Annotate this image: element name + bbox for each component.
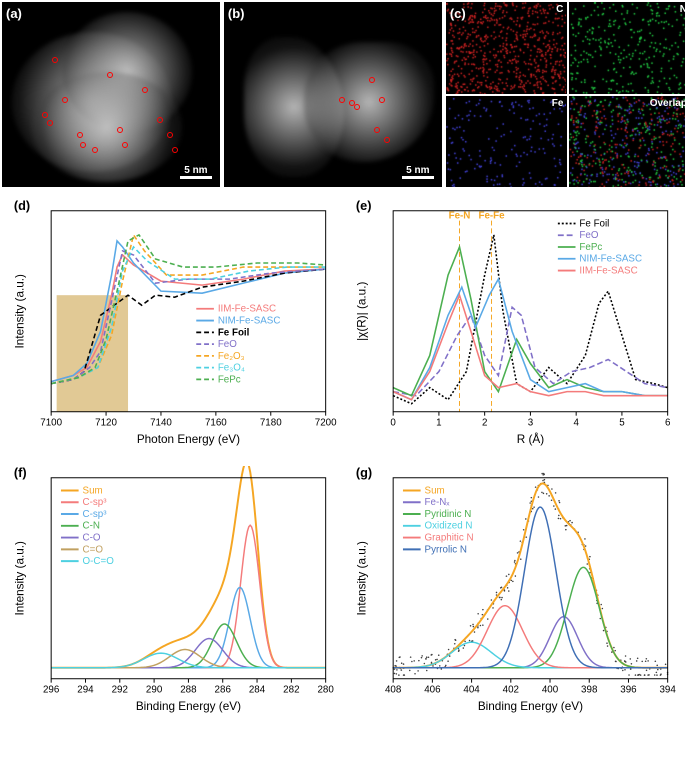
svg-text:Photon Energy (eV): Photon Energy (eV) bbox=[137, 433, 240, 446]
svg-text:0: 0 bbox=[390, 417, 396, 428]
svg-text:292: 292 bbox=[112, 684, 128, 695]
svg-text:Intensity (a.u.): Intensity (a.u.) bbox=[14, 274, 27, 349]
svg-text:FePc: FePc bbox=[218, 374, 241, 385]
svg-text:7160: 7160 bbox=[205, 417, 227, 428]
svg-text:IIM-Fe-SASC: IIM-Fe-SASC bbox=[218, 304, 276, 315]
svg-text:6: 6 bbox=[664, 417, 670, 428]
svg-text:7140: 7140 bbox=[150, 417, 172, 428]
svg-text:Pyridinic N: Pyridinic N bbox=[424, 509, 471, 520]
svg-text:|χ(R)| (a.u.): |χ(R)| (a.u.) bbox=[355, 282, 368, 341]
eds-panel-c: (c) C N Fe Overlap bbox=[446, 2, 685, 187]
svg-text:Intensity (a.u.): Intensity (a.u.) bbox=[14, 541, 27, 616]
sem-panel-b: (b) 5 nm bbox=[224, 2, 442, 187]
svg-text:294: 294 bbox=[77, 684, 94, 695]
svg-text:(d): (d) bbox=[14, 199, 30, 213]
sem-panel-a: (a) 5 nm bbox=[2, 2, 220, 187]
svg-text:FeO: FeO bbox=[579, 230, 598, 241]
svg-text:Fe-Fe: Fe-Fe bbox=[478, 211, 505, 222]
scalebar-b: 5 nm bbox=[402, 165, 434, 179]
svg-text:Graphitic N: Graphitic N bbox=[424, 533, 473, 544]
svg-text:Binding Energy (eV): Binding Energy (eV) bbox=[477, 700, 582, 713]
label-b: (b) bbox=[228, 6, 245, 21]
svg-text:7100: 7100 bbox=[40, 417, 62, 428]
svg-text:Fe-Nₓ: Fe-Nₓ bbox=[424, 497, 450, 508]
svg-text:(f): (f) bbox=[14, 466, 27, 480]
svg-text:NIM-Fe-SASC: NIM-Fe-SASC bbox=[218, 316, 281, 327]
svg-text:Sum: Sum bbox=[83, 485, 103, 496]
eds-grid: C N Fe Overlap bbox=[446, 2, 685, 187]
svg-text:282: 282 bbox=[283, 684, 299, 695]
svg-text:C-sp³: C-sp³ bbox=[83, 509, 108, 520]
svg-text:290: 290 bbox=[146, 684, 163, 695]
svg-text:(g): (g) bbox=[355, 466, 371, 480]
svg-text:296: 296 bbox=[43, 684, 60, 695]
chart-f: 296 294 292 290 288 286 284 282 280 Binding Energ… bbox=[2, 456, 342, 721]
chart-e: Fe-N Fe-Fe 0 1 2 3 4 5 6 R (Å) |χ(R)| (a.u.) (e) Fe … bbox=[344, 189, 684, 454]
eds-overlap: Overlap bbox=[569, 96, 685, 188]
scalebar-a: 5 nm bbox=[180, 165, 212, 179]
svg-text:R (Å): R (Å) bbox=[516, 433, 544, 446]
chart-g: 408 406 404 402 400 398 396 394 Binding Energy (… bbox=[344, 456, 684, 721]
svg-text:286: 286 bbox=[215, 684, 232, 695]
svg-text:284: 284 bbox=[249, 684, 266, 695]
svg-text:408: 408 bbox=[384, 684, 401, 695]
svg-text:Binding Energy (eV): Binding Energy (eV) bbox=[136, 700, 241, 713]
svg-text:(e): (e) bbox=[355, 199, 371, 213]
svg-text:C-sp³: C-sp³ bbox=[83, 497, 108, 508]
svg-text:1: 1 bbox=[436, 417, 441, 428]
svg-text:Fe₂O₃: Fe₂O₃ bbox=[218, 351, 245, 362]
svg-text:4: 4 bbox=[573, 417, 579, 428]
svg-text:C=O: C=O bbox=[83, 544, 104, 555]
svg-text:O-C=O: O-C=O bbox=[83, 556, 115, 567]
svg-text:402: 402 bbox=[502, 684, 518, 695]
row-1: (a) 5 nm (b) 5 nm (c) C N bbox=[2, 2, 683, 187]
svg-text:7180: 7180 bbox=[260, 417, 282, 428]
svg-text:7120: 7120 bbox=[95, 417, 117, 428]
svg-text:Fe Foil: Fe Foil bbox=[218, 327, 250, 338]
svg-text:Intensity (a.u.): Intensity (a.u.) bbox=[355, 541, 368, 616]
label-c: (c) bbox=[450, 6, 466, 21]
scalebar-line bbox=[402, 176, 434, 179]
svg-text:398: 398 bbox=[581, 684, 598, 695]
svg-text:396: 396 bbox=[620, 684, 637, 695]
eds-fe: Fe bbox=[446, 96, 568, 188]
svg-text:FeO: FeO bbox=[218, 339, 237, 350]
svg-text:5: 5 bbox=[619, 417, 625, 428]
svg-text:400: 400 bbox=[541, 684, 558, 695]
svg-text:Fe₃O₄: Fe₃O₄ bbox=[218, 363, 245, 374]
svg-text:C-O: C-O bbox=[83, 533, 101, 544]
svg-text:Sum: Sum bbox=[424, 485, 444, 496]
scalebar-line bbox=[180, 176, 212, 179]
eds-n: N bbox=[569, 2, 685, 94]
figure-container: (a) 5 nm (b) 5 nm (c) C N bbox=[0, 0, 685, 723]
svg-text:C-N: C-N bbox=[83, 521, 100, 532]
svg-text:288: 288 bbox=[180, 684, 197, 695]
svg-text:3: 3 bbox=[527, 417, 533, 428]
label-a: (a) bbox=[6, 6, 22, 21]
svg-text:FePc: FePc bbox=[579, 242, 602, 253]
svg-text:406: 406 bbox=[424, 684, 441, 695]
svg-text:7200: 7200 bbox=[315, 417, 337, 428]
svg-text:Fe Foil: Fe Foil bbox=[579, 218, 609, 229]
svg-text:394: 394 bbox=[659, 684, 676, 695]
svg-text:404: 404 bbox=[463, 684, 480, 695]
svg-text:Fe-N: Fe-N bbox=[448, 211, 470, 222]
svg-text:280: 280 bbox=[317, 684, 334, 695]
svg-text:IIM-Fe-SASC: IIM-Fe-SASC bbox=[579, 266, 637, 277]
chart-d: 7100 7120 7140 7160 7180 7200 Photon Energy (e… bbox=[2, 189, 342, 454]
svg-text:Oxidized N: Oxidized N bbox=[424, 521, 472, 532]
svg-text:Pyrrolic N: Pyrrolic N bbox=[424, 544, 466, 555]
svg-text:2: 2 bbox=[481, 417, 486, 428]
svg-text:NIM-Fe-SASC: NIM-Fe-SASC bbox=[579, 254, 642, 265]
